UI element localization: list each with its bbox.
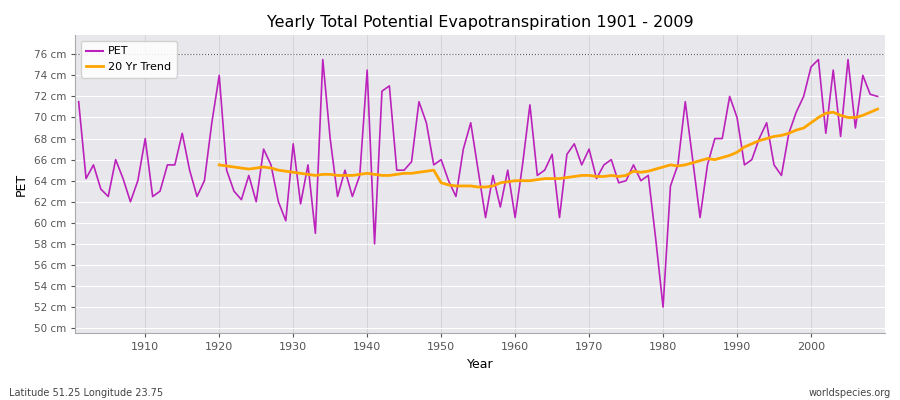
PET <box>658 305 669 310</box>
20 Yr Trend <box>769 134 779 139</box>
PET <box>872 94 883 99</box>
PET <box>132 178 143 183</box>
PET <box>347 194 358 199</box>
Line: PET: PET <box>78 60 878 307</box>
Y-axis label: PET: PET <box>15 173 28 196</box>
20 Yr Trend <box>850 115 860 120</box>
PET <box>295 202 306 206</box>
20 Yr Trend <box>680 162 690 167</box>
20 Yr Trend <box>472 185 483 190</box>
Title: Yearly Total Potential Evapotranspiration 1901 - 2009: Yearly Total Potential Evapotranspiratio… <box>266 15 693 30</box>
20 Yr Trend <box>302 172 313 177</box>
X-axis label: Year: Year <box>467 358 493 371</box>
Legend: PET, 20 Yr Trend: PET, 20 Yr Trend <box>80 41 177 78</box>
Line: 20 Yr Trend: 20 Yr Trend <box>220 109 878 187</box>
20 Yr Trend <box>872 107 883 112</box>
Text: worldspecies.org: worldspecies.org <box>809 388 891 398</box>
PET <box>318 57 328 62</box>
PET <box>606 157 616 162</box>
20 Yr Trend <box>783 131 794 136</box>
PET <box>518 162 528 167</box>
Text: Latitude 51.25 Longitude 23.75: Latitude 51.25 Longitude 23.75 <box>9 388 163 398</box>
PET <box>73 99 84 104</box>
20 Yr Trend <box>413 170 424 175</box>
PET <box>509 215 520 220</box>
20 Yr Trend <box>214 162 225 167</box>
